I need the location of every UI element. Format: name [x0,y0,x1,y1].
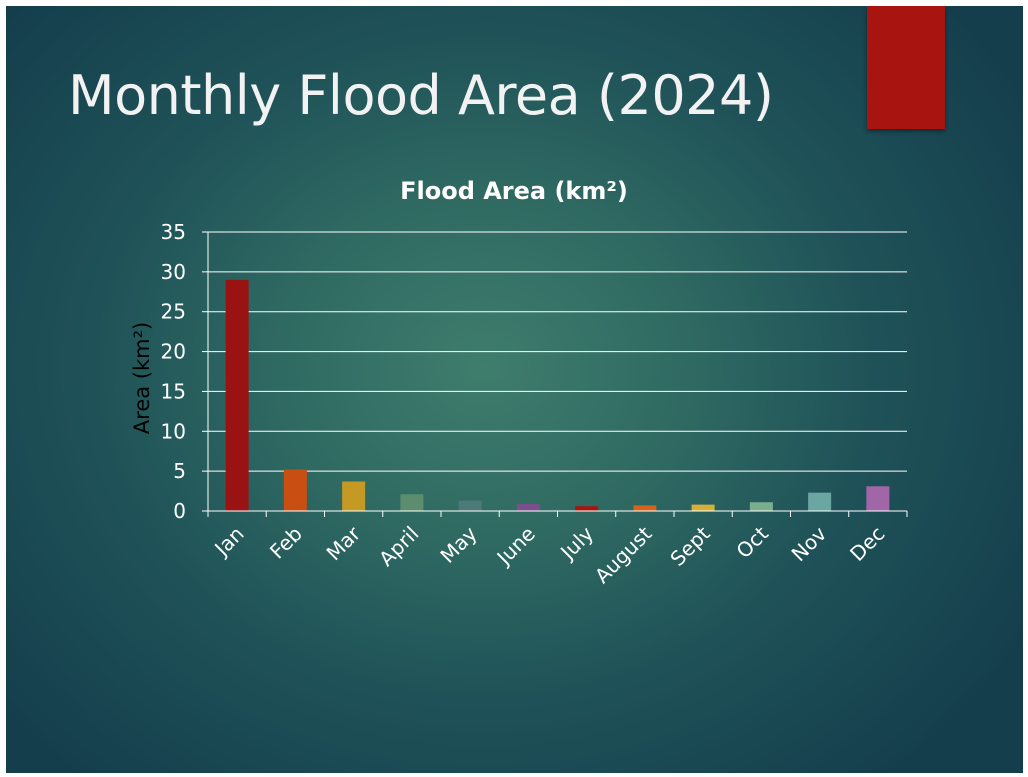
x-tick-label: June [491,522,540,571]
x-tick-label: Oct [731,521,773,563]
slide-title: Monthly Flood Area (2024) [68,64,774,127]
bar-august [633,505,657,511]
slide: Monthly Flood Area (2024) Flood Area (km… [6,6,1023,773]
bar-mar [342,481,366,511]
bar-jan [225,279,249,511]
flood-area-chart: Flood Area (km²) 0 5 10 15 20 25 30 35 Jan Feb Ma… [130,177,908,588]
x-tick-label: April [374,522,423,571]
x-tick-label: Feb [265,522,307,564]
accent-bar [867,6,945,129]
x-tick-label: Dec [845,522,889,566]
y-tick-label: 15 [161,379,186,403]
y-axis: 0 5 10 15 20 25 30 35 [161,220,209,523]
x-tick-label: August [590,521,657,588]
y-tick-label: 5 [173,459,186,483]
x-tick-label: Jan [208,522,248,562]
grid-lines [208,231,907,512]
x-tick-label: Nov [787,521,832,566]
bar-june [516,503,540,511]
x-tick-label: May [435,521,481,567]
x-tick-label: Mar [322,521,366,565]
x-tick-label: July [554,521,598,565]
y-tick-label: 35 [161,220,186,244]
bar-dec [866,486,890,511]
y-tick-label: 20 [161,340,186,364]
bar-sept [691,504,715,511]
y-tick-label: 25 [161,300,186,324]
y-axis-label: Area (km²) [130,322,154,434]
y-tick-label: 30 [161,260,186,284]
y-tick-label: 10 [161,419,186,443]
bar-feb [283,469,307,511]
bar-may [458,500,482,511]
y-tick-label: 0 [173,499,186,523]
bar-oct [749,502,773,511]
bar-april [400,494,424,511]
chart-title: Flood Area (km²) [400,177,628,205]
bars [225,279,890,511]
x-tick-label: Sept [665,521,714,570]
bar-july [575,506,599,511]
bar-nov [808,492,832,511]
